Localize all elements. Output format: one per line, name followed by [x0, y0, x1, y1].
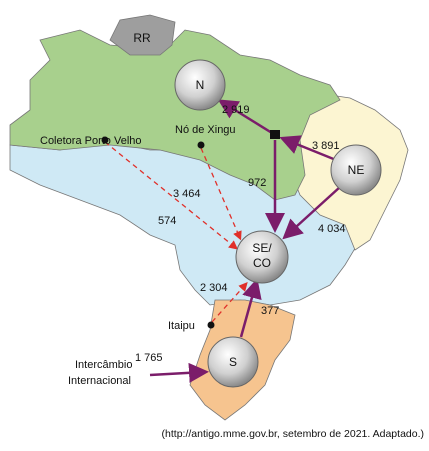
region-circle: [235, 230, 289, 284]
region-circle: [330, 144, 382, 196]
region-label: SE/: [252, 241, 272, 255]
region-rr: [109, 14, 176, 56]
substation: [270, 130, 280, 139]
region-circle: [207, 336, 259, 388]
region-label: RR: [133, 31, 151, 45]
node-label: Itaipu: [168, 320, 195, 332]
flow-label: 4 034: [318, 223, 346, 235]
node-label: Nó de Xingu: [175, 124, 236, 136]
flow-label: 574: [158, 215, 176, 227]
flow-label: 972: [248, 177, 266, 189]
flow-line: [104, 141, 239, 250]
flow-label: 2 304: [200, 282, 228, 294]
flow-arrow: [239, 278, 262, 338]
flow-label: 3 891: [312, 140, 340, 152]
external-label: Intercâmbio: [75, 359, 132, 371]
region-label: N: [196, 78, 205, 92]
flow-arrow: [149, 362, 209, 383]
flow-arrow: [279, 135, 337, 162]
flow-arrow: [282, 186, 341, 240]
source: (http://antigo.mme.gov.br, setembro de 2…: [162, 428, 424, 440]
region-label: NE: [348, 163, 365, 177]
region-label: S: [229, 355, 237, 369]
region-circle: [174, 59, 226, 111]
flow-label: 1 765: [135, 352, 163, 364]
node-dot: [197, 141, 205, 149]
external-label: Internacional: [68, 375, 131, 387]
region-label: CO: [253, 256, 271, 270]
flow-label: 3 464: [173, 188, 201, 200]
flow-arrow: [217, 99, 273, 135]
flow-label: 377: [261, 305, 279, 317]
node-dot: [207, 321, 215, 329]
node-label: Coletora Porto Velho: [40, 135, 142, 147]
flow-line: [200, 147, 242, 241]
region-n: [9, 29, 341, 201]
node-dot: [101, 136, 109, 144]
flow-label: 2 919: [222, 104, 250, 116]
